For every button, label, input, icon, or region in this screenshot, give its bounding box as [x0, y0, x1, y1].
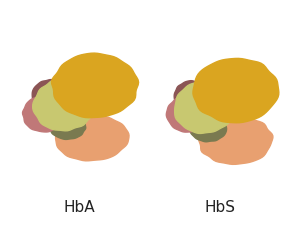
Text: HbA: HbA — [64, 199, 95, 215]
Polygon shape — [49, 113, 86, 139]
Text: HbS: HbS — [205, 199, 236, 215]
Polygon shape — [190, 115, 226, 142]
Polygon shape — [193, 58, 279, 123]
Polygon shape — [32, 79, 66, 111]
Polygon shape — [51, 53, 139, 118]
Polygon shape — [23, 96, 63, 132]
Polygon shape — [33, 78, 94, 131]
Polygon shape — [174, 81, 205, 109]
Polygon shape — [199, 117, 273, 164]
Polygon shape — [56, 115, 129, 161]
Polygon shape — [175, 81, 237, 134]
Polygon shape — [166, 96, 206, 132]
